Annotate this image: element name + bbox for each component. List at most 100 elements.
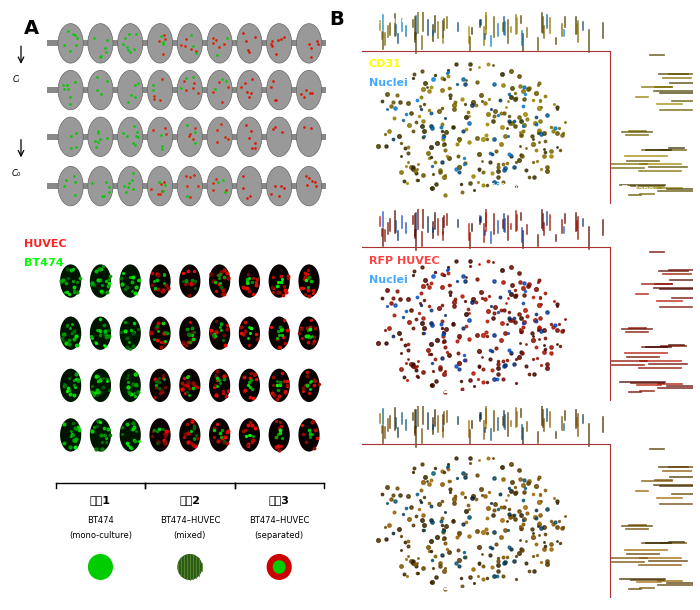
Circle shape — [118, 117, 143, 157]
Circle shape — [177, 70, 202, 110]
Circle shape — [209, 317, 230, 350]
Text: 모델3: 모델3 — [269, 495, 290, 505]
Circle shape — [237, 167, 262, 206]
Text: 1: 1 — [69, 15, 73, 24]
Circle shape — [239, 264, 260, 298]
Circle shape — [207, 70, 232, 110]
Circle shape — [269, 368, 290, 402]
Text: YZ plane: YZ plane — [617, 185, 654, 193]
Text: 5: 5 — [187, 458, 192, 467]
Circle shape — [120, 368, 141, 402]
Circle shape — [177, 554, 202, 580]
Text: CD31: CD31 — [369, 59, 401, 69]
Circle shape — [90, 317, 111, 350]
Circle shape — [207, 167, 232, 206]
Bar — [48, 134, 326, 140]
Circle shape — [149, 264, 171, 298]
Text: 모델2: 모델2 — [179, 495, 200, 505]
Circle shape — [298, 418, 320, 451]
Circle shape — [269, 264, 290, 298]
Circle shape — [298, 264, 320, 298]
Circle shape — [269, 418, 290, 451]
Circle shape — [118, 24, 143, 63]
Circle shape — [60, 418, 81, 451]
Circle shape — [148, 70, 173, 110]
Circle shape — [120, 418, 141, 451]
Circle shape — [60, 264, 81, 298]
Text: RFP HUVEC: RFP HUVEC — [369, 256, 439, 266]
Circle shape — [90, 418, 111, 451]
Circle shape — [239, 317, 260, 350]
Circle shape — [239, 418, 260, 451]
Circle shape — [209, 418, 230, 451]
Bar — [48, 40, 326, 46]
Text: BT474–HUVEC: BT474–HUVEC — [249, 515, 309, 525]
Text: 2: 2 — [98, 15, 103, 24]
Text: Nuclei: Nuclei — [369, 275, 407, 285]
Text: 6: 6 — [217, 458, 223, 467]
Text: 9: 9 — [307, 15, 312, 24]
Circle shape — [149, 368, 171, 402]
Circle shape — [149, 418, 171, 451]
Text: (separated): (separated) — [255, 531, 304, 540]
Circle shape — [90, 264, 111, 298]
Circle shape — [118, 167, 143, 206]
Text: 4: 4 — [158, 458, 162, 467]
Text: 3: 3 — [128, 15, 133, 24]
Text: 3 mm: 3 mm — [294, 225, 314, 231]
Circle shape — [296, 70, 321, 110]
Circle shape — [149, 317, 171, 350]
Circle shape — [296, 167, 321, 206]
Circle shape — [296, 24, 321, 63]
Text: 7: 7 — [246, 458, 252, 467]
Circle shape — [207, 117, 232, 157]
Text: C₀: C₀ — [11, 168, 21, 178]
Bar — [48, 183, 326, 189]
Circle shape — [118, 70, 143, 110]
Text: 1: 1 — [68, 458, 74, 467]
Circle shape — [237, 70, 262, 110]
Circle shape — [58, 167, 83, 206]
Text: 8: 8 — [276, 15, 281, 24]
Text: BT474–HUVEC: BT474–HUVEC — [160, 515, 220, 525]
Text: BT474: BT474 — [87, 515, 114, 525]
Circle shape — [179, 368, 200, 402]
Text: 2: 2 — [98, 458, 103, 467]
Text: Cᵢ: Cᵢ — [13, 75, 20, 84]
Text: 200 μm: 200 μm — [491, 184, 521, 192]
Circle shape — [58, 24, 83, 63]
Circle shape — [60, 368, 81, 402]
Circle shape — [237, 117, 262, 157]
Circle shape — [269, 317, 290, 350]
Circle shape — [267, 70, 292, 110]
Circle shape — [179, 418, 200, 451]
Text: C₂ = 2Cᵢ/3: C₂ = 2Cᵢ/3 — [1, 87, 37, 93]
Circle shape — [267, 24, 292, 63]
Circle shape — [60, 317, 81, 350]
Text: 8: 8 — [276, 458, 282, 467]
Circle shape — [239, 368, 260, 402]
Text: Nuclei: Nuclei — [369, 78, 407, 88]
Text: C₄ = C₀: C₄ = C₀ — [11, 183, 37, 189]
Circle shape — [90, 368, 111, 402]
Circle shape — [296, 117, 321, 157]
Circle shape — [120, 264, 141, 298]
Text: (mixed): (mixed) — [174, 531, 206, 540]
Text: 모델1: 모델1 — [90, 495, 111, 505]
Text: BT474: BT474 — [24, 258, 63, 268]
Circle shape — [88, 117, 113, 157]
Text: A: A — [25, 19, 39, 38]
Circle shape — [267, 554, 292, 580]
Text: 5: 5 — [188, 15, 193, 24]
Circle shape — [120, 317, 141, 350]
Text: (mono-culture): (mono-culture) — [69, 531, 132, 540]
Text: Merged: Merged — [369, 453, 416, 463]
Circle shape — [88, 554, 113, 580]
Text: 4: 4 — [158, 15, 162, 24]
Text: 7: 7 — [247, 15, 252, 24]
Circle shape — [58, 117, 83, 157]
Circle shape — [177, 24, 202, 63]
Circle shape — [177, 117, 202, 157]
Text: B: B — [329, 10, 344, 29]
Circle shape — [58, 70, 83, 110]
